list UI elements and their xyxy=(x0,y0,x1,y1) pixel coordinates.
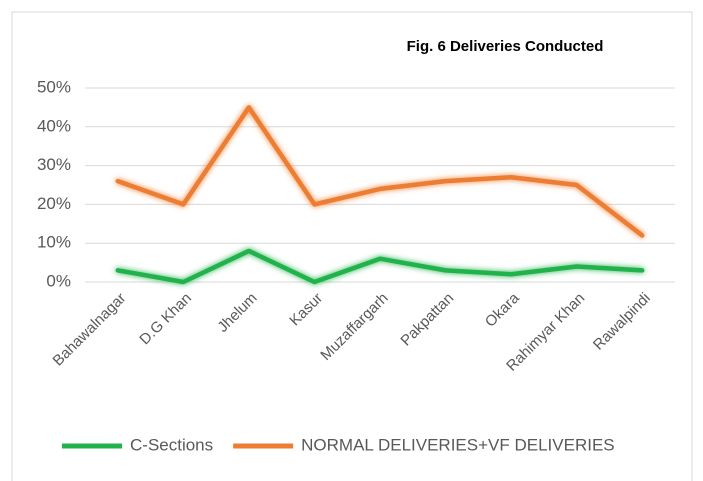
x-tick-label: Bahawalnagar xyxy=(50,290,130,370)
x-tick-label: D.G Khan xyxy=(136,290,195,349)
y-tick-label: 40% xyxy=(37,116,71,135)
y-tick-label: 20% xyxy=(37,194,71,213)
y-tick-label: 30% xyxy=(37,155,71,174)
x-tick-label: Kasur xyxy=(286,290,326,330)
y-tick-label: 10% xyxy=(37,233,71,252)
x-tick-label: Okara xyxy=(482,289,523,330)
x-tick-label: Jhelum xyxy=(214,290,260,336)
chart-border xyxy=(11,11,693,481)
series-line xyxy=(115,105,645,238)
x-tick-label: Rawalpindi xyxy=(590,290,654,354)
chart-title: Fig. 6 Deliveries Conducted xyxy=(407,38,604,55)
legend-label: NORMAL DELIVERIES+VF DELIVERIES xyxy=(301,435,615,454)
x-tick-label: Pakpattan xyxy=(397,290,457,350)
x-tick-label: Muzaffargarh xyxy=(317,290,391,364)
y-tick-label: 50% xyxy=(37,77,71,96)
series-line xyxy=(115,248,645,285)
y-tick-label: 0% xyxy=(46,271,71,290)
legend-label: C-Sections xyxy=(130,435,213,454)
